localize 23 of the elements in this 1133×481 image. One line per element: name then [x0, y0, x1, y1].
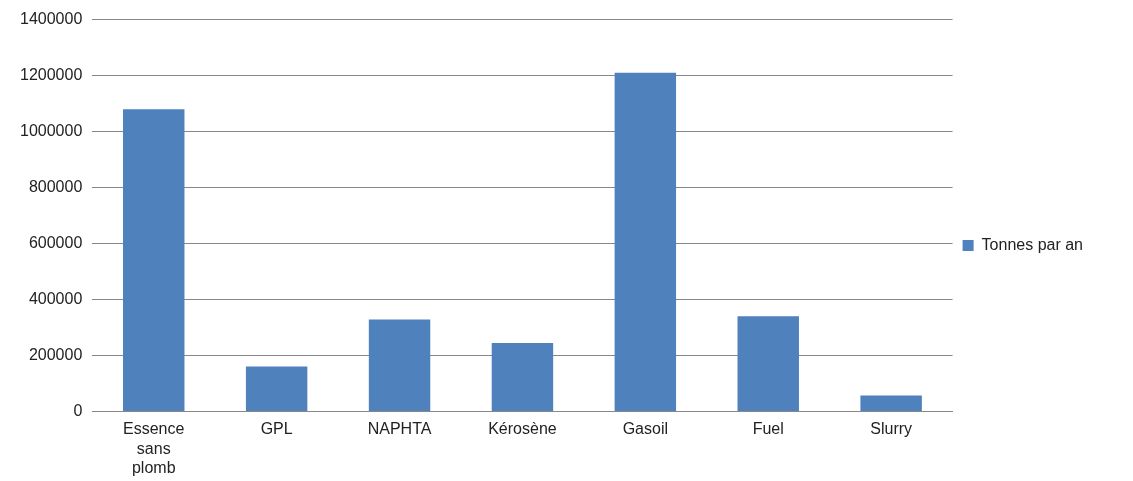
x-tick-label: Gasoil [622, 420, 669, 438]
x-tick-label: NAPHTA [367, 420, 432, 438]
y-tick-label: 1200000 [19, 65, 83, 83]
bar [123, 109, 185, 411]
y-tick-label: 200000 [28, 345, 83, 363]
bar [737, 316, 799, 411]
y-tick-label: 600000 [28, 233, 83, 251]
legend-label: Tonnes par an [981, 235, 1083, 253]
bar [491, 343, 554, 411]
y-tick-label: 1400000 [19, 10, 83, 28]
y-tick-label: 1000000 [19, 121, 83, 139]
y-tick-label: 400000 [28, 289, 83, 307]
bar [245, 366, 308, 411]
x-tick-label: Slurry [870, 420, 913, 438]
y-tick-label: 800000 [28, 177, 83, 195]
x-tick-label: GPL [260, 420, 293, 438]
bar [368, 319, 431, 411]
bar [860, 395, 922, 411]
y-tick-label: 0 [73, 401, 83, 419]
x-tick-label: Fuel [752, 420, 784, 438]
x-tick-label: Essence sans plomb [123, 420, 185, 476]
bar [614, 72, 677, 411]
x-tick-label: Kérosène [488, 420, 557, 438]
